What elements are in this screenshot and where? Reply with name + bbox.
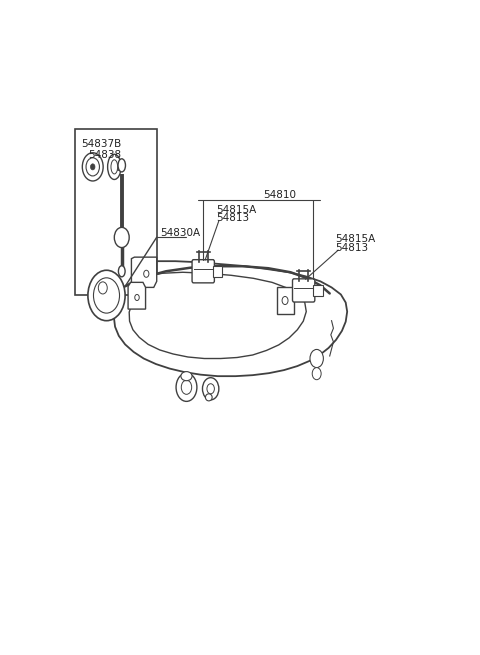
Circle shape [114, 227, 129, 248]
Circle shape [203, 378, 219, 400]
Polygon shape [277, 287, 294, 314]
Circle shape [91, 164, 95, 170]
Text: 54813: 54813 [216, 214, 250, 223]
Text: 54815A: 54815A [216, 205, 256, 215]
FancyBboxPatch shape [292, 279, 315, 302]
Circle shape [86, 158, 99, 176]
Polygon shape [129, 272, 306, 358]
Ellipse shape [205, 394, 212, 401]
Circle shape [181, 380, 192, 394]
Circle shape [176, 373, 197, 402]
Ellipse shape [118, 159, 125, 172]
Polygon shape [128, 282, 145, 309]
Ellipse shape [119, 266, 125, 277]
Polygon shape [132, 257, 156, 288]
Text: 54813: 54813 [335, 242, 369, 253]
Circle shape [83, 153, 103, 181]
Ellipse shape [108, 155, 121, 179]
Polygon shape [213, 266, 222, 277]
Polygon shape [114, 261, 347, 376]
Circle shape [282, 297, 288, 305]
Text: 54837B: 54837B [82, 139, 122, 149]
Circle shape [88, 271, 125, 321]
Polygon shape [313, 286, 323, 297]
Circle shape [310, 349, 324, 367]
Ellipse shape [111, 160, 118, 174]
Circle shape [98, 282, 107, 294]
Ellipse shape [181, 371, 192, 381]
Text: 54838: 54838 [88, 150, 121, 160]
Text: 54810: 54810 [263, 189, 296, 200]
Circle shape [312, 367, 321, 380]
Circle shape [144, 271, 149, 277]
FancyBboxPatch shape [75, 129, 156, 295]
FancyBboxPatch shape [192, 259, 215, 283]
Circle shape [135, 295, 139, 301]
Text: 54830A: 54830A [160, 228, 200, 238]
Circle shape [207, 384, 215, 394]
Text: 54815A: 54815A [335, 234, 375, 244]
Circle shape [94, 278, 120, 313]
